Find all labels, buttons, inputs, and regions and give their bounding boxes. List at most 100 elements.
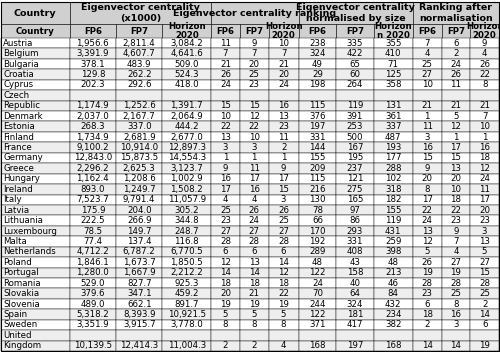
- Text: 70: 70: [312, 289, 323, 298]
- Text: FP6: FP6: [418, 26, 436, 36]
- Text: 23: 23: [220, 216, 231, 225]
- Text: 10,914.0: 10,914.0: [120, 143, 158, 152]
- Bar: [336, 195, 374, 205]
- Bar: [268, 174, 298, 184]
- Text: 26: 26: [248, 206, 260, 215]
- Text: 24: 24: [278, 81, 289, 89]
- Text: 202.3: 202.3: [80, 81, 105, 89]
- Bar: [298, 236, 336, 247]
- Text: Denmark: Denmark: [3, 112, 42, 121]
- Text: 19: 19: [278, 300, 289, 309]
- Text: 78: 78: [312, 206, 323, 215]
- Text: 259: 259: [385, 237, 402, 246]
- Text: Slovakia: Slovakia: [3, 289, 39, 298]
- Text: 2: 2: [281, 143, 286, 152]
- Bar: [162, 195, 211, 205]
- Bar: [70, 59, 116, 69]
- Bar: [298, 111, 336, 121]
- Text: 20: 20: [479, 206, 490, 215]
- Text: 21: 21: [422, 101, 432, 110]
- Text: 347.1: 347.1: [127, 289, 152, 298]
- Bar: [240, 205, 268, 215]
- Text: 398: 398: [385, 247, 402, 256]
- Bar: [211, 184, 240, 195]
- Bar: [1, 80, 70, 90]
- Bar: [116, 278, 162, 288]
- Bar: [268, 215, 298, 226]
- Text: Netherlands: Netherlands: [3, 247, 56, 256]
- Bar: [298, 309, 336, 320]
- Bar: [374, 299, 413, 309]
- Bar: [240, 184, 268, 195]
- Bar: [298, 184, 336, 195]
- Text: 509.0: 509.0: [174, 59, 199, 69]
- Text: Eigenvector centrality
(x1000): Eigenvector centrality (x1000): [81, 4, 200, 23]
- Bar: [116, 215, 162, 226]
- Text: 3,915.7: 3,915.7: [123, 320, 156, 329]
- Bar: [116, 226, 162, 236]
- Text: 1: 1: [424, 112, 430, 121]
- Text: 6: 6: [252, 247, 257, 256]
- Bar: [1, 268, 70, 278]
- Text: 8: 8: [482, 81, 488, 89]
- Text: 4,641.6: 4,641.6: [170, 49, 203, 58]
- Bar: [268, 90, 298, 101]
- Bar: [116, 257, 162, 268]
- Bar: [70, 184, 116, 195]
- Bar: [336, 111, 374, 121]
- Bar: [374, 215, 413, 226]
- Text: 2,296.2: 2,296.2: [76, 164, 109, 173]
- Bar: [268, 163, 298, 174]
- Text: 17: 17: [479, 195, 490, 204]
- Text: 487: 487: [385, 133, 402, 142]
- Text: FP6: FP6: [308, 26, 326, 36]
- Text: 318: 318: [385, 185, 402, 194]
- Bar: [413, 174, 442, 184]
- Text: 181: 181: [347, 310, 364, 319]
- Bar: [442, 341, 470, 351]
- Text: 391: 391: [347, 112, 363, 121]
- Text: 9,100.2: 9,100.2: [76, 143, 109, 152]
- Text: 335: 335: [347, 39, 364, 48]
- Bar: [116, 38, 162, 49]
- Bar: [162, 247, 211, 257]
- Bar: [162, 226, 211, 236]
- Text: 1,508.2: 1,508.2: [170, 185, 203, 194]
- Text: 361: 361: [385, 112, 402, 121]
- Text: 489.0: 489.0: [80, 300, 105, 309]
- Bar: [211, 69, 240, 80]
- Bar: [413, 236, 442, 247]
- Text: 28: 28: [422, 279, 432, 288]
- Text: 11: 11: [450, 81, 462, 89]
- Text: 3,123.7: 3,123.7: [170, 164, 203, 173]
- Text: 9: 9: [482, 39, 488, 48]
- Bar: [116, 184, 162, 195]
- Bar: [470, 330, 499, 341]
- Bar: [442, 163, 470, 174]
- Text: Croatia: Croatia: [3, 70, 34, 79]
- Bar: [268, 195, 298, 205]
- Bar: [470, 278, 499, 288]
- Text: 337.0: 337.0: [127, 122, 152, 131]
- Text: 21: 21: [278, 59, 289, 69]
- Bar: [442, 184, 470, 195]
- Bar: [162, 320, 211, 330]
- Bar: [162, 341, 211, 351]
- Text: 197: 197: [310, 122, 326, 131]
- Text: 8: 8: [252, 320, 257, 329]
- Text: 193: 193: [385, 143, 402, 152]
- Text: 378.1: 378.1: [80, 59, 105, 69]
- Text: Country: Country: [16, 26, 54, 36]
- Text: Cyprus: Cyprus: [3, 81, 33, 89]
- Bar: [116, 59, 162, 69]
- Bar: [470, 38, 499, 49]
- Text: Latvia: Latvia: [3, 206, 29, 215]
- Text: 195: 195: [347, 153, 363, 163]
- Text: 14: 14: [220, 268, 231, 277]
- Text: Bulgaria: Bulgaria: [3, 59, 39, 69]
- Text: 15: 15: [450, 153, 462, 163]
- Bar: [70, 142, 116, 153]
- Text: 192: 192: [310, 237, 326, 246]
- Text: 14: 14: [479, 310, 490, 319]
- Text: 234: 234: [385, 310, 402, 319]
